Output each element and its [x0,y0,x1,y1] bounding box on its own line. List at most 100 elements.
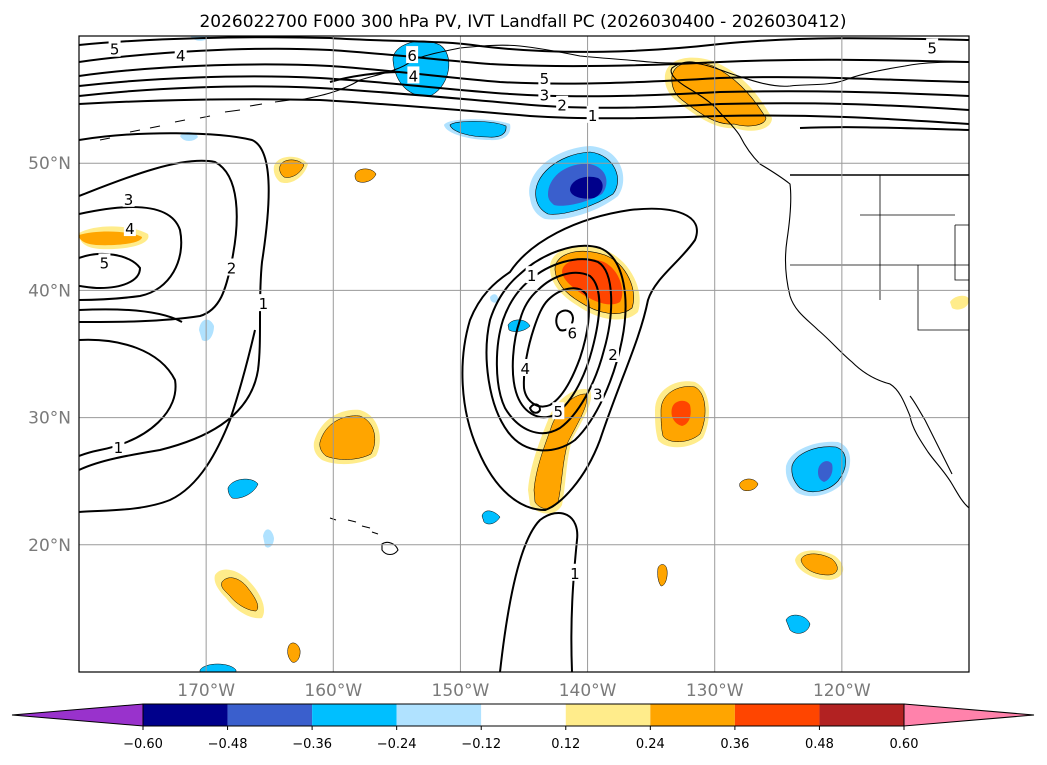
pv-contour-trough-3 [495,258,613,435]
pv-contour-label: 4 [176,47,186,65]
colorbar-tick-label: −0.12 [461,737,501,752]
pv-contour-label: 2 [557,97,567,115]
colorbar-tick-label: −0.48 [208,737,248,752]
contour-label-bg [926,38,939,56]
colorbar-tick-label: 0.24 [636,737,665,752]
lon-label: 150°W [432,681,490,701]
contour-label-bg [552,402,565,420]
colorbar-segment [565,704,651,726]
coastline-north-america [670,61,969,509]
pv-contour-label: 3 [540,87,550,105]
lon-label: 170°W [177,681,235,701]
coastline-alaska [299,44,701,101]
contour-label-bg [538,68,551,86]
coastlines [99,44,969,556]
lon-label: 130°W [686,681,744,701]
pv-contour-label: 2 [227,260,237,278]
patch-131w-red [671,400,691,426]
pv-contour-west-5 [79,308,183,323]
contour-label-bg [98,253,111,271]
contour-label-bg [123,219,136,237]
contour-label-bg [607,345,619,362]
pv-contour-west-2 [79,159,238,323]
colorbar-frame [142,703,905,727]
pv-contour-trough-1 [461,207,698,512]
patch-small-orange-4 [657,564,668,587]
pv-contour-label: 4 [520,360,530,378]
pv-contour-north-3 [79,63,969,85]
contour-label-bg [586,105,599,123]
lat-label: 20°N [28,536,71,556]
colorbar-tick-label: −0.24 [377,737,417,752]
coastline-aleutians [99,99,291,141]
pv-contour-label: 1 [588,107,598,125]
chart-title: 2026022700 F000 300 hPa PV, IVT Landfall… [199,12,846,32]
pv-contour-label: 6 [407,47,417,65]
patch-north-pacific-blue-core [449,121,507,138]
patch-small-orange-2 [354,168,377,183]
latitude-labels: 50°N 40°N 30°N 20°N [28,154,71,556]
pv-contour-label: 2 [608,346,618,364]
patch-small-orange-6-core [800,553,838,576]
pv-contour-north-4 [79,47,969,68]
map-plot-area [79,36,969,672]
map-frame [78,35,970,673]
pv-contour-trough-7 [528,403,542,414]
colorbar-segment [227,704,313,726]
colorbar-extend-low [11,703,144,727]
patch-small-blue-4 [481,510,501,525]
colorbar-tick-label: −0.36 [292,737,332,752]
colorbar-tick-label: 0.12 [551,737,580,752]
pv-contour-label: 5 [554,403,564,421]
colorbar [11,703,1035,727]
pv-contour-west-3 [79,206,183,301]
pc-anomaly-patches [79,36,969,672]
pv-contour-label: 6 [568,324,578,342]
contour-label-bg [566,323,579,341]
colorbar-tick-label: 0.48 [805,737,834,752]
patch-small-blue-3 [263,529,274,548]
contour-label-bg [538,85,551,103]
pv-contour-tail [499,511,579,672]
patch-small-orange-1-core [279,159,305,178]
pv-contour-north-1d [799,126,969,131]
lon-label: 160°W [304,681,362,701]
pv-contour-trough-2 [485,244,627,452]
patch-122w-core [818,461,833,482]
state-borders [790,175,969,331]
colorbar-segment [312,704,397,726]
pv-contour-west-6 [79,338,177,457]
contour-label-bg [225,258,238,276]
pv-contour-north-5 [79,36,969,53]
patch-167w-orange [221,577,259,612]
contour-label-bg [556,95,569,113]
contour-label-bg [591,384,604,402]
patch-pnw-orange [671,62,767,127]
pv-contour-north-2 [79,75,969,98]
lat-label: 50°N [28,154,71,174]
patch-main-blue-core [570,176,603,199]
pv-contour-north-1a [79,85,969,111]
pv-contour-label: 1 [527,267,537,285]
patch-small-orange-3 [287,642,301,663]
coastline-baja [909,395,953,475]
map-gridlines [79,36,969,672]
pv-contour-label: 5 [927,39,937,57]
pv-contour-trough-5 [522,287,590,408]
pv-contour-west-7 [79,329,256,513]
pv-contour-label: 5 [110,41,120,59]
colorbar-tick-label: 0.60 [890,737,919,752]
pv-contour-north-1b [79,98,969,125]
lon-label: 140°W [559,681,617,701]
colorbar-segment [819,704,904,726]
colorbar-tick-label: 0.36 [720,737,749,752]
pv-contour-label: 5 [100,254,110,272]
lat-label: 30°N [28,409,71,429]
colorbar-segment [481,704,566,726]
contour-label-bg [519,358,532,376]
pv-contour-label: 1 [114,439,124,457]
pv-contour-label: 4 [125,220,135,238]
colorbar-tick-labels: −0.60 −0.48 −0.36 −0.24 −0.12 0.12 0.24 0.36 0.4… [123,726,918,752]
patch-main-red-core [562,258,623,305]
